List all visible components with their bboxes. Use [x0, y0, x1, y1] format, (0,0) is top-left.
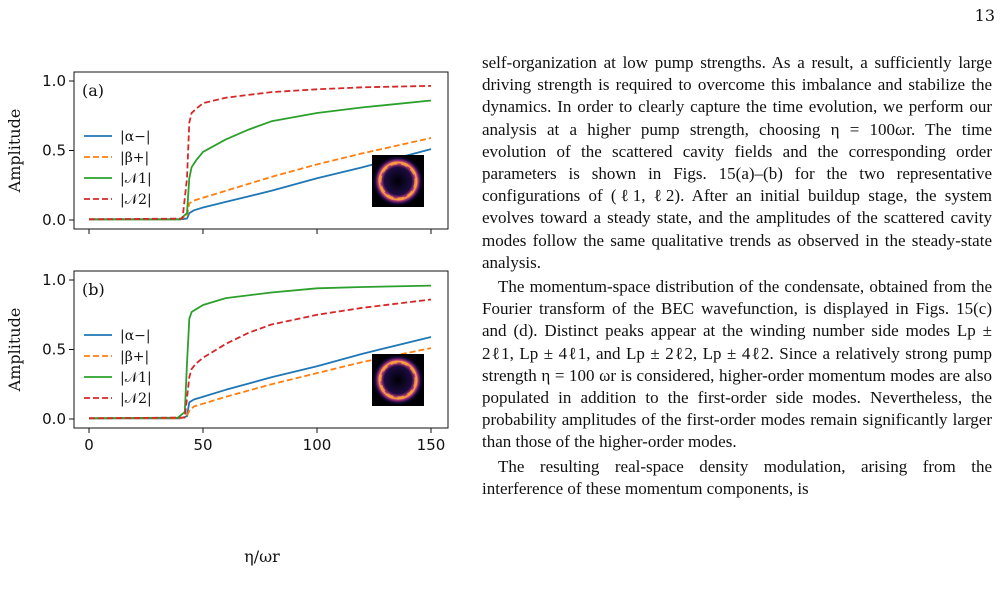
- series-line: [89, 99, 432, 221]
- legend-label: |𝒩2|: [120, 192, 152, 208]
- y-tick-label: 0.5: [42, 142, 66, 160]
- panel-b: 0.0 0.5 1.0 0 50 100 150 Amplitude (b) |α−| |β+| |𝒩…: [5, 270, 449, 454]
- legend-label: |β+|: [120, 150, 149, 166]
- body-text: self-organization at low pump strengths.…: [482, 52, 992, 500]
- paragraph-3: The resulting real-space density modulat…: [482, 456, 992, 498]
- series-line: [88, 298, 432, 420]
- series-line: [89, 137, 432, 221]
- series-line: [88, 85, 432, 221]
- x-tick-label: 0: [84, 436, 94, 454]
- panel-label: (b): [82, 280, 105, 299]
- series-line: [89, 148, 432, 221]
- inset-ring-image: [372, 155, 424, 207]
- y-tick-label: 0.5: [42, 341, 66, 359]
- panel-a: 0.0 0.5 1.0 Amplitude (a) |α−| |β+| |𝒩1| |𝒩2|: [5, 71, 449, 234]
- figure: 0.0 0.5 1.0 Amplitude (a) |α−| |β+| |𝒩1| |𝒩2| 0.…: [0, 0, 470, 590]
- y-axis-title: Amplitude: [5, 109, 24, 194]
- y-tick-label: 0.0: [42, 410, 66, 428]
- legend-label: |α−|: [120, 129, 151, 145]
- y-axis-title: Amplitude: [5, 308, 24, 393]
- x-tick-label: 100: [303, 436, 332, 454]
- y-tick-label: 1.0: [42, 271, 66, 289]
- series-group: [88, 284, 432, 420]
- x-axis-title: η/ωr: [244, 547, 280, 566]
- x-tick-label: 150: [417, 436, 446, 454]
- inset-ring-image: [372, 354, 424, 406]
- page-number: 13: [974, 6, 995, 25]
- paragraph-1: self-organization at low pump strengths.…: [482, 53, 992, 272]
- x-tick-label: 50: [193, 436, 212, 454]
- figure-svg: 0.0 0.5 1.0 Amplitude (a) |α−| |β+| |𝒩1| |𝒩2| 0.…: [5, 71, 449, 566]
- legend-label: |α−|: [120, 328, 151, 344]
- series-group: [88, 85, 432, 221]
- legend-label: |β+|: [120, 349, 149, 365]
- panel-label: (a): [82, 81, 104, 100]
- legend-label: |𝒩2|: [120, 391, 152, 407]
- y-tick-label: 0.0: [42, 211, 66, 229]
- y-tick-label: 1.0: [42, 72, 66, 90]
- legend-label: |𝒩1|: [120, 171, 152, 187]
- paragraph-2: The momentum-space distribution of the c…: [482, 277, 992, 452]
- legend-label: |𝒩1|: [120, 370, 152, 386]
